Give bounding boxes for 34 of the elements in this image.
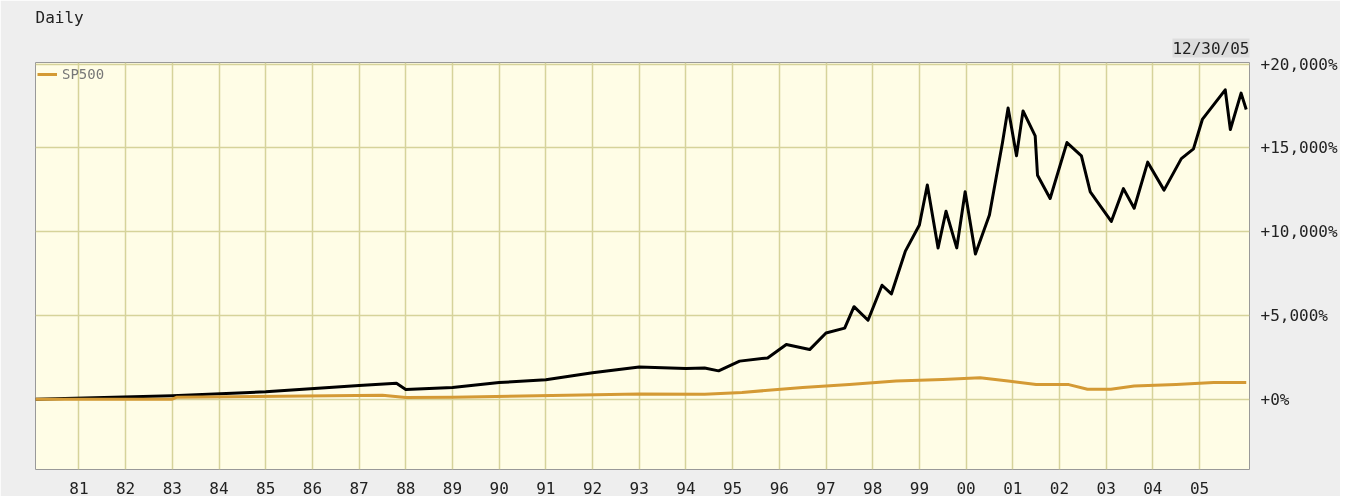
x-tick-label: 94 — [676, 478, 696, 498]
y-tick-label: +15,000% — [1260, 138, 1338, 158]
y-tick-label: +0% — [1260, 389, 1290, 409]
x-tick-label: 97 — [816, 478, 836, 498]
chart-title: Daily — [35, 7, 85, 27]
x-tick-label: 85 — [256, 478, 276, 498]
x-tick-label: 95 — [722, 478, 743, 498]
x-tick-label: 03 — [1096, 478, 1116, 498]
y-tick-label: +10,000% — [1260, 222, 1338, 242]
x-tick-label: 91 — [536, 478, 556, 498]
x-tick-label: 02 — [1049, 478, 1070, 498]
text: 12/30/05 — [1172, 38, 1250, 58]
line-series — [35, 376, 1248, 401]
x-tick-label: 00 — [956, 478, 976, 498]
x-tick-label: 88 — [396, 478, 416, 498]
x-tick-label: 86 — [302, 478, 323, 498]
x-tick-label: 96 — [769, 478, 789, 498]
x-tick-label: 81 — [69, 478, 89, 498]
x-tick-label: 87 — [349, 478, 369, 498]
x-tick-label: 89 — [442, 478, 463, 498]
x-tick-label: 82 — [115, 478, 136, 498]
y-tick-label: +5,000% — [1260, 305, 1329, 325]
x-tick-label: 93 — [629, 478, 649, 498]
y-tick-label: +20,000% — [1260, 54, 1338, 74]
x-tick-label: 83 — [162, 478, 182, 498]
x-tick-label: 04 — [1143, 478, 1163, 498]
x-tick-label: 90 — [489, 478, 509, 498]
legend-label: SP500 — [62, 66, 105, 82]
x-tick-label: 98 — [863, 478, 883, 498]
x-tick-label: 05 — [1189, 478, 1210, 498]
x-tick-label: 01 — [1003, 478, 1023, 498]
x-tick-label: 99 — [909, 478, 930, 498]
x-tick-label: 84 — [209, 478, 229, 498]
x-tick-label: 92 — [582, 478, 603, 498]
